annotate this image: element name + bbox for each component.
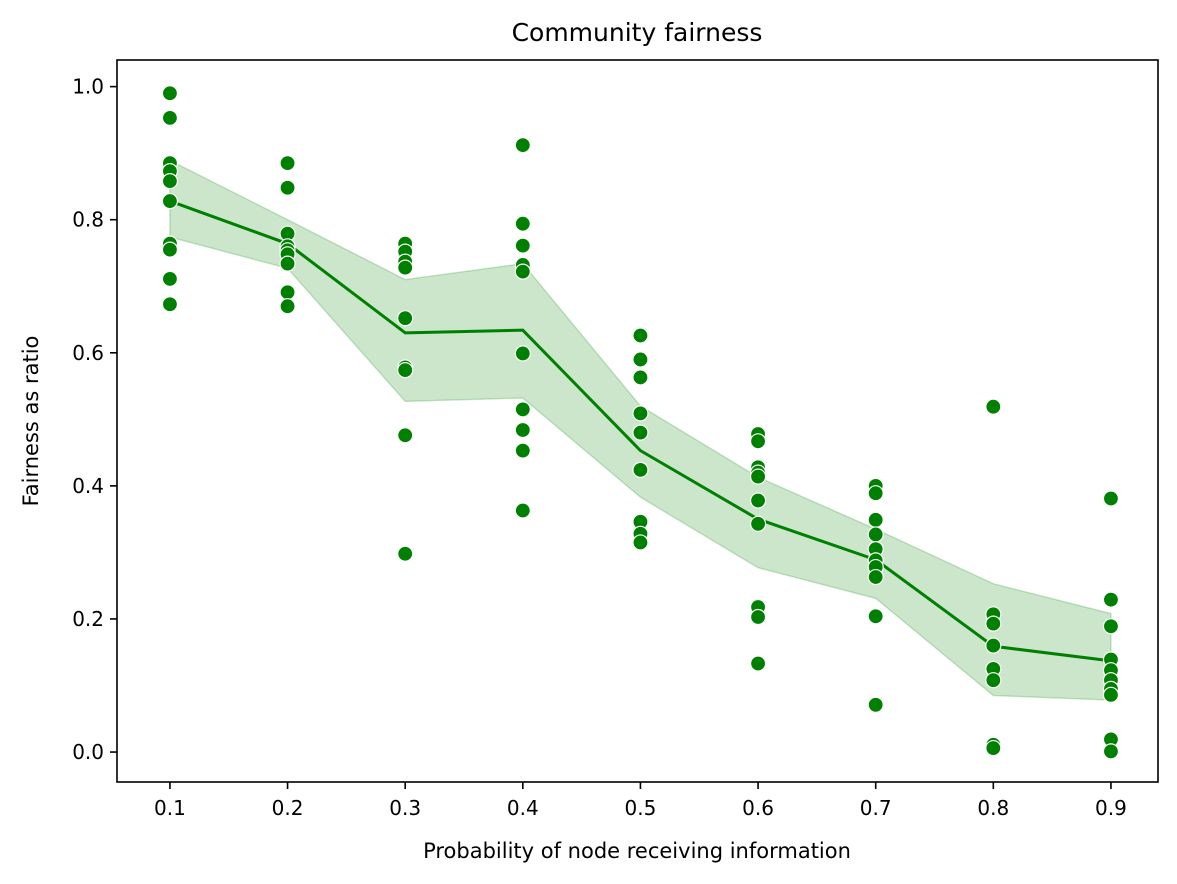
data-point	[161, 296, 179, 313]
data-point	[161, 109, 179, 126]
data-point	[1102, 686, 1120, 703]
data-point	[279, 298, 296, 315]
y-tick-label: 1.0	[72, 75, 104, 99]
data-point	[749, 433, 767, 450]
data-point	[632, 405, 649, 422]
data-point	[1102, 743, 1120, 760]
data-point	[749, 608, 767, 626]
y-tick-label: 0.6	[72, 341, 104, 365]
data-point	[279, 179, 296, 196]
chart-title: Community fairness	[512, 18, 763, 47]
data-point	[397, 259, 414, 276]
data-point	[514, 263, 531, 280]
data-point	[514, 401, 531, 418]
data-point	[749, 492, 767, 509]
data-point	[867, 511, 884, 528]
x-tick-label: 0.5	[625, 796, 657, 820]
y-tick-label: 0.4	[72, 474, 104, 498]
data-point	[867, 526, 884, 543]
data-point	[279, 255, 296, 272]
data-point	[514, 502, 531, 519]
data-point	[161, 173, 179, 190]
y-axis: 0.0 0.2 0.4 0.6 0.8 1.0	[72, 75, 117, 764]
data-point	[1102, 618, 1120, 635]
data-point	[632, 534, 649, 551]
data-point	[749, 515, 767, 532]
data-point	[514, 345, 531, 362]
x-tick-label: 0.6	[742, 796, 774, 820]
y-tick-label: 0.8	[72, 208, 104, 232]
data-point	[514, 215, 531, 232]
data-point	[985, 637, 1002, 654]
points-layer	[161, 85, 1120, 760]
data-point	[279, 284, 296, 301]
data-point	[749, 655, 767, 672]
data-point	[985, 615, 1002, 632]
data-point	[867, 696, 884, 713]
data-point	[985, 739, 1002, 757]
y-tick-label: 0.0	[72, 740, 104, 764]
data-point	[632, 369, 649, 386]
x-tick-label: 0.9	[1095, 796, 1127, 820]
plot-frame	[116, 59, 1159, 783]
data-point	[397, 545, 414, 562]
data-point	[867, 608, 884, 625]
x-tick-label: 0.2	[272, 796, 304, 820]
data-point	[632, 424, 649, 441]
data-point	[867, 568, 884, 586]
data-point	[514, 421, 531, 439]
data-point	[985, 398, 1002, 415]
data-point	[161, 270, 179, 288]
data-point	[632, 461, 649, 479]
data-point	[632, 351, 649, 368]
data-point	[514, 237, 531, 254]
x-tick-label: 0.8	[977, 796, 1009, 820]
data-point	[1102, 490, 1120, 507]
mean-line-layer	[169, 199, 1112, 663]
data-point	[161, 192, 179, 210]
data-point	[279, 155, 296, 172]
data-point	[749, 468, 767, 485]
x-axis: 0.1 0.2 0.3 0.4 0.5 0.6 0.7 0.8 0.9	[154, 782, 1127, 820]
data-point	[161, 85, 179, 102]
x-tick-label: 0.4	[507, 796, 539, 820]
x-tick-label: 0.3	[389, 796, 421, 820]
y-tick-label: 0.2	[72, 607, 104, 631]
x-axis-label: Probability of node receiving informatio…	[423, 839, 851, 863]
data-point	[867, 485, 884, 502]
data-point	[397, 361, 414, 379]
data-point	[514, 137, 531, 154]
data-point	[1102, 591, 1120, 608]
data-point	[632, 327, 649, 344]
data-point	[985, 672, 1002, 689]
data-point	[514, 442, 531, 459]
mean-line	[169, 199, 1112, 663]
data-point	[397, 310, 414, 327]
x-tick-label: 0.7	[860, 796, 892, 820]
y-axis-label: Fairness as ratio	[19, 336, 43, 507]
x-tick-label: 0.1	[154, 796, 186, 820]
data-point	[397, 427, 414, 444]
data-point	[161, 241, 179, 258]
